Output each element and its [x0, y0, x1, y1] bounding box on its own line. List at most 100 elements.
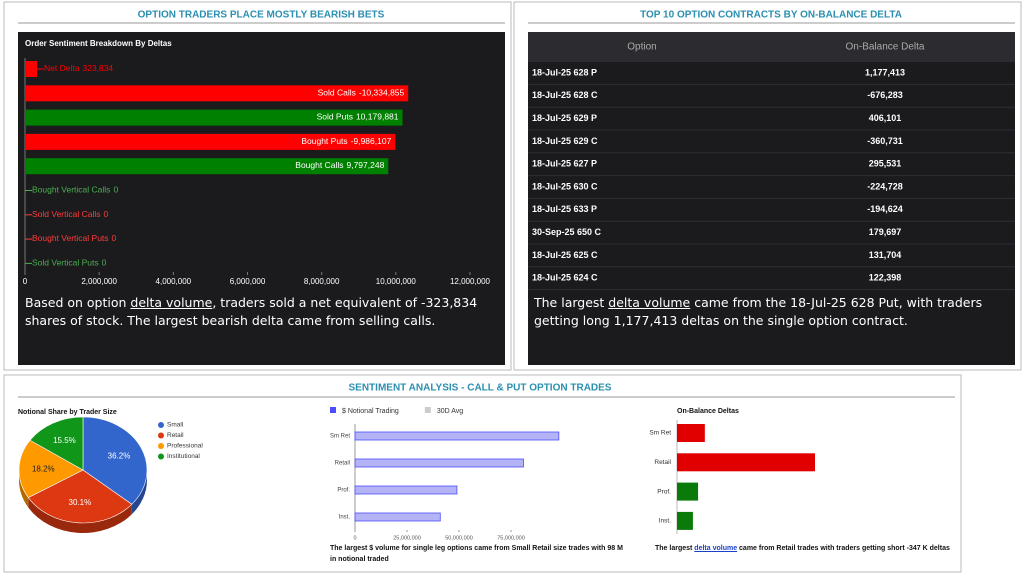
cell: 30-Sep-25 650 C — [532, 227, 602, 237]
pie-side — [28, 497, 132, 533]
link[interactable]: delta volume — [694, 545, 738, 552]
cell: 131,704 — [869, 250, 902, 260]
legend-label: Retail — [167, 432, 184, 439]
bar-label: Bought Puts -9,986,107 — [301, 136, 391, 146]
column-header: On-Balance Delta — [846, 42, 925, 53]
value-label: 10,179,881 — [356, 112, 399, 122]
y-tick-label: Prof. — [657, 488, 671, 495]
bar — [677, 424, 705, 442]
bar-label: Bought Vertical Puts 0 — [32, 233, 117, 243]
text: came from Retail trades with traders get… — [737, 545, 950, 552]
x-tick-label: 25,000,000 — [393, 535, 421, 541]
bar — [354, 485, 458, 495]
category-label: Bought Vertical Puts — [32, 233, 109, 243]
bar — [677, 511, 693, 530]
chart-title: Order Sentiment Breakdown By Deltas — [25, 39, 172, 48]
bar — [25, 133, 396, 150]
summary: The largest delta volume came from the 1… — [534, 294, 1004, 330]
text: The largest — [534, 295, 609, 310]
legend-swatch — [158, 453, 164, 460]
caption: The largest delta volume came from Retai… — [655, 543, 955, 554]
cell: 122,398 — [869, 273, 902, 283]
value-label: 0 — [113, 185, 118, 195]
legend-label: 30D Avg — [437, 408, 463, 415]
text: , traders sold a net equivalent of -323,… — [25, 295, 478, 328]
legend-swatch — [158, 422, 164, 428]
panel-title: TOP 10 OPTION CONTRACTS BY ON-BALANCE DE… — [640, 10, 902, 21]
category-label: Sold Puts — [317, 112, 353, 122]
category-label: Sold Vertical Puts — [32, 258, 99, 268]
bar — [25, 85, 409, 102]
category-label: Bought Vertical Calls — [32, 185, 110, 195]
pie-slice — [27, 469, 133, 524]
cell: -360,731 — [867, 136, 903, 146]
value-label: 0 — [112, 233, 117, 243]
cell: 18-Jul-25 624 C — [532, 273, 598, 283]
cell: 18-Jul-25 633 P — [532, 204, 597, 214]
cell: 18-Jul-25 625 C — [532, 250, 598, 260]
bar-label: Bought Calls 9,797,248 — [295, 160, 384, 170]
bar-label: Bought Vertical Calls 0 — [32, 185, 118, 195]
x-tick-label: 10,000,000 — [376, 277, 417, 286]
value-label: -10,334,855 — [359, 88, 405, 98]
cell: 406,101 — [869, 113, 902, 123]
x-tick-label: 6,000,000 — [230, 277, 266, 286]
bar-label: Sold Vertical Calls 0 — [32, 209, 109, 219]
bar — [677, 453, 815, 472]
pie-side — [131, 470, 147, 515]
cell: -676,283 — [867, 90, 903, 100]
value-label: 0 — [104, 209, 109, 219]
link[interactable]: delta volume — [608, 295, 691, 310]
x-tick-label: 50,000,000 — [445, 535, 473, 541]
link[interactable]: delta volume — [130, 295, 213, 310]
table-header — [528, 32, 1015, 62]
pie-side — [19, 470, 29, 508]
panel-title: SENTIMENT ANALYSIS - CALL & PUT OPTION T… — [349, 383, 612, 394]
text: came from the 18-Jul-25 628 Put, with tr… — [534, 295, 983, 328]
bar — [25, 109, 403, 126]
bar — [25, 158, 389, 175]
y-tick-label: Sm Ret — [649, 430, 671, 437]
cell: 18-Jul-25 628 P — [532, 67, 597, 77]
y-tick-label: Sm Ret — [330, 434, 350, 440]
bar — [25, 61, 38, 77]
bar-label: Sold Calls -10,334,855 — [318, 88, 405, 98]
bar — [354, 458, 524, 468]
value-label: 9,797,248 — [346, 160, 384, 170]
x-tick-label: 8,000,000 — [304, 277, 340, 286]
bar — [677, 482, 699, 501]
bar-label: Sold Puts 10,179,881 — [317, 112, 399, 122]
cell: 1,177,413 — [865, 67, 905, 77]
legend-label: Institutional — [167, 453, 200, 460]
slice-label: 36.2% — [108, 451, 131, 460]
pie-slice — [18, 439, 84, 498]
value-label: 323,834 — [82, 63, 113, 73]
x-tick-label: 0 — [23, 277, 28, 286]
legend-swatch — [158, 443, 164, 449]
cell: 18-Jul-25 628 C — [532, 90, 598, 100]
caption: The largest $ volume for single leg opti… — [330, 545, 623, 563]
bar-label: Sold Vertical Puts 0 — [32, 258, 107, 268]
legend-swatch — [158, 432, 164, 439]
cell: 18-Jul-25 629 P — [532, 113, 597, 123]
cell: 18-Jul-25 627 P — [532, 159, 597, 169]
text: Based on option — [25, 295, 131, 310]
slice-label: 18.2% — [32, 464, 55, 473]
bar-label: Net Delta 323,834 — [44, 63, 113, 73]
value-label: 0 — [102, 258, 107, 268]
panel — [3, 374, 962, 573]
bar — [354, 431, 560, 441]
x-tick-label: 0 — [353, 535, 356, 541]
x-tick-label: 2,000,000 — [81, 277, 117, 286]
category-label: Sold Calls — [318, 88, 356, 98]
category-label: Net Delta — [44, 63, 80, 73]
legend-label: Professional — [167, 443, 203, 450]
y-tick-label: Retail — [654, 459, 671, 466]
category-label: Sold Vertical Calls — [32, 209, 101, 219]
legend-label: $ Notional Trading — [342, 408, 399, 415]
y-tick-label: Inst. — [659, 518, 671, 525]
bar — [354, 512, 441, 522]
y-tick-label: Retail — [335, 461, 350, 467]
